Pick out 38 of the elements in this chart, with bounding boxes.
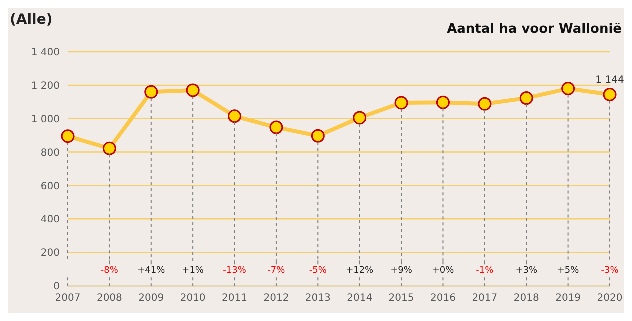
annotation: +9% (390, 266, 413, 276)
x-tick-label: 2019 (556, 293, 582, 304)
annotation: -3% (601, 266, 620, 276)
x-tick-label: 2011 (222, 293, 248, 304)
chart-title: Aantal ha voor Wallonië (447, 22, 622, 37)
annotation: +1% (182, 266, 204, 276)
annotation: -8% (100, 266, 119, 276)
annotation: +12% (346, 266, 374, 276)
x-tick-label: 2008 (96, 293, 122, 304)
y-tick-label: 1 200 (31, 80, 60, 92)
annotation: +41% (138, 266, 166, 276)
y-tick-label: 200 (40, 248, 60, 260)
annotation: -13% (223, 266, 247, 276)
y-tick-label: 800 (40, 148, 60, 159)
y-tick-label: 400 (40, 214, 60, 226)
x-tick-label: 2013 (305, 293, 331, 304)
x-tick-label: 2010 (180, 293, 206, 304)
y-tick-label: 1 000 (31, 114, 60, 126)
annotation: +0% (432, 266, 455, 276)
y-tick-label: 0 (54, 282, 60, 293)
x-tick-label: 2018 (514, 293, 540, 304)
x-tick-label: 2009 (138, 293, 164, 304)
y-tick-label: 600 (40, 181, 60, 192)
annotation: -5% (309, 266, 328, 276)
data-label: 1 144 (596, 74, 624, 86)
annotation: -1% (476, 266, 494, 276)
x-tick-label: 2012 (264, 293, 290, 304)
annotation: +3% (516, 266, 538, 276)
x-tick-label: 2007 (55, 293, 81, 304)
annotation: -7% (268, 266, 286, 276)
x-tick-label: 2017 (472, 293, 498, 304)
x-tick-label: 2020 (597, 293, 623, 304)
x-tick-label: 2016 (430, 293, 456, 304)
y-axis-title: (Alle) (10, 12, 53, 28)
y-tick-label: 1 400 (31, 48, 60, 59)
x-tick-label: 2015 (388, 293, 414, 304)
annotation: +5% (557, 266, 580, 276)
x-tick-label: 2014 (347, 293, 373, 304)
